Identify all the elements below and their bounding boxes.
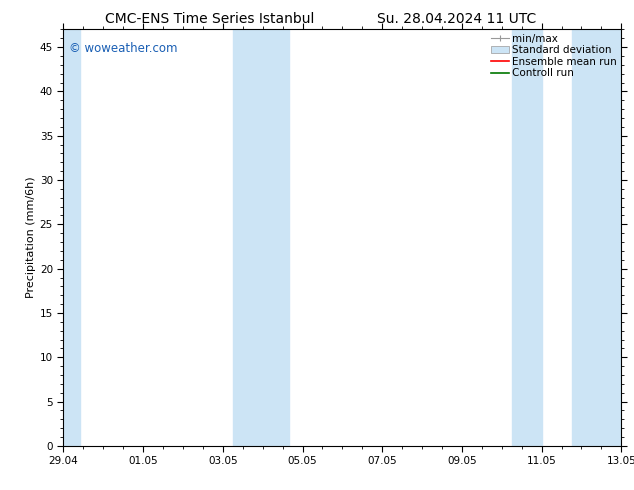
- Text: CMC-ENS Time Series Istanbul: CMC-ENS Time Series Istanbul: [105, 12, 314, 26]
- Legend: min/max, Standard deviation, Ensemble mean run, Controll run: min/max, Standard deviation, Ensemble me…: [488, 31, 619, 80]
- Bar: [571, 29, 621, 446]
- Text: Su. 28.04.2024 11 UTC: Su. 28.04.2024 11 UTC: [377, 12, 536, 26]
- Bar: [512, 29, 541, 446]
- Text: © woweather.com: © woweather.com: [69, 42, 178, 55]
- Y-axis label: Precipitation (mm/6h): Precipitation (mm/6h): [25, 177, 36, 298]
- Bar: [63, 29, 80, 446]
- Bar: [233, 29, 288, 446]
